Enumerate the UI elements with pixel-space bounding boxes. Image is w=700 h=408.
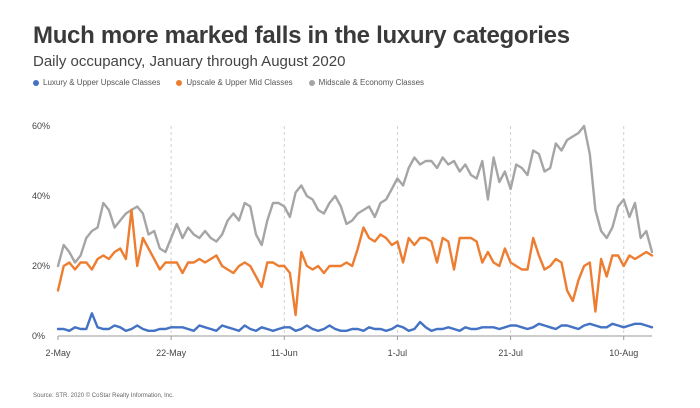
chart-title: Much more marked falls in the luxury cat… — [33, 22, 570, 49]
y-tick-label: 20% — [32, 261, 50, 271]
legend-dot-upscale — [176, 79, 183, 86]
x-tick-label: 10-Aug — [609, 348, 638, 358]
x-tick-label: 22-May — [156, 348, 187, 358]
series-line-midscale — [56, 124, 654, 268]
legend-dot-luxury — [33, 79, 39, 86]
y-tick-label: 40% — [32, 191, 50, 201]
legend-item-luxury: Luxury & Upper Upscale Classes — [33, 78, 160, 87]
chart-legend: Luxury & Upper Upscale Classes Upscale &… — [33, 78, 424, 87]
legend-label-midscale: Midscale & Economy Classes — [318, 78, 425, 87]
source-note: Source: STR. 2020 © CoStar Realty Inform… — [33, 393, 174, 399]
legend-dot-midscale — [308, 79, 315, 86]
legend-label-upscale: Upscale & Upper Mid Classes — [186, 78, 293, 87]
x-tick-label: 1-Jul — [388, 348, 408, 358]
x-tick-label: 2-May — [45, 348, 71, 358]
legend-item-upscale: Upscale & Upper Mid Classes — [176, 78, 293, 87]
legend-label-luxury: Luxury & Upper Upscale Classes — [43, 78, 161, 87]
series-line-luxury — [56, 312, 654, 332]
y-tick-label: 60% — [32, 121, 50, 131]
series-line-upscale — [56, 208, 654, 317]
legend-item-midscale: Midscale & Economy Classes — [308, 78, 425, 87]
x-tick-label: 11-Jun — [271, 348, 298, 358]
chart-subtitle: Daily occupancy, January through August … — [33, 53, 346, 70]
x-tick-label: 21-Jul — [498, 348, 523, 358]
y-tick-label: 0% — [32, 331, 45, 341]
